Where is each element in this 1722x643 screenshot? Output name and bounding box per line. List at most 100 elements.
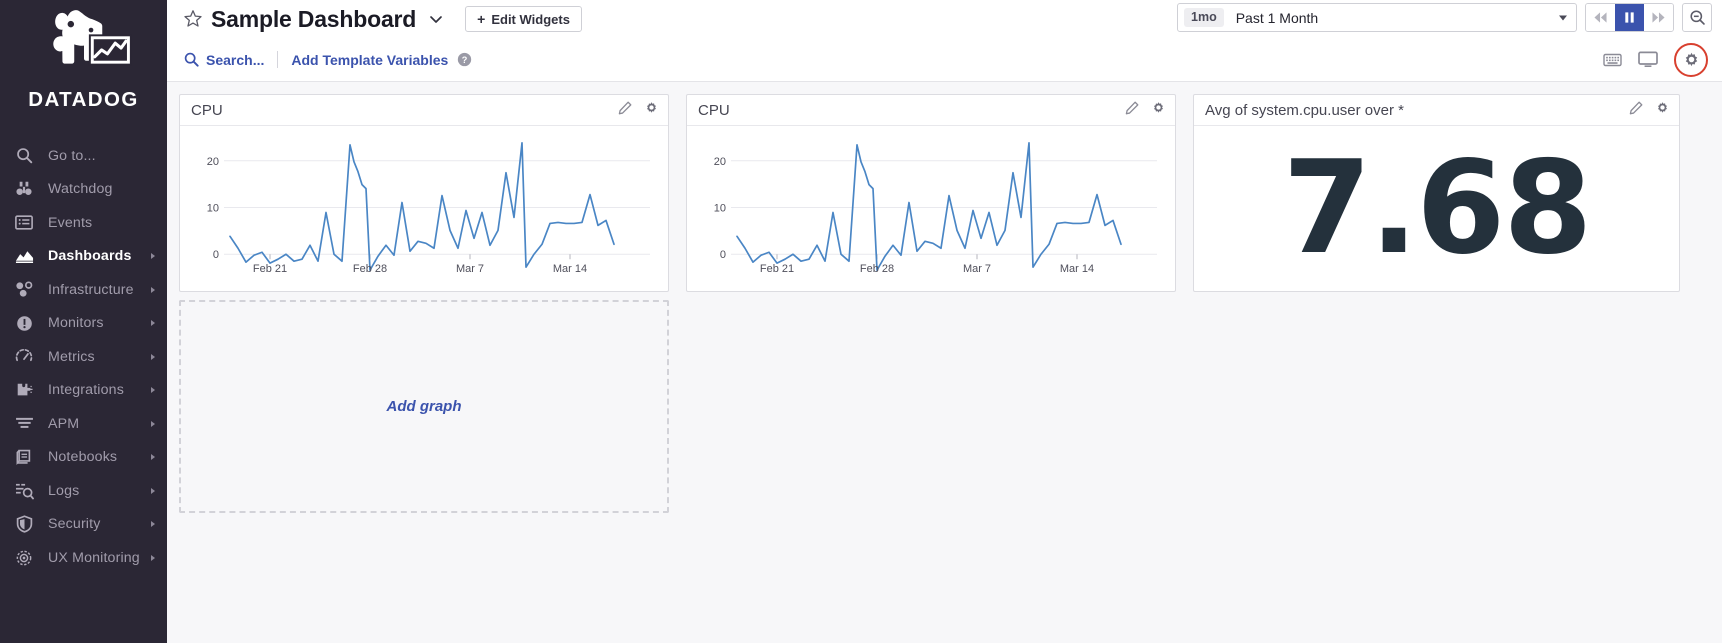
sidebar-item-monitors[interactable]: Monitors (0, 307, 167, 341)
gear-icon[interactable] (1655, 100, 1670, 120)
dashboard-tools (1603, 42, 1708, 77)
sidebar-item-label: Security (48, 516, 101, 533)
sidebar-item-watchdog[interactable]: Watchdog (0, 173, 167, 207)
widget-title: CPU (191, 101, 223, 119)
sidebar-item-metrics[interactable]: Metrics (0, 340, 167, 374)
forward-button[interactable] (1644, 4, 1673, 31)
chart-gridlines (224, 160, 650, 255)
widget-header: CPU (180, 95, 668, 126)
time-range-badge: 1mo (1184, 8, 1224, 27)
datadog-logo[interactable]: DATADOG (0, 0, 167, 128)
edit-widgets-button[interactable]: + Edit Widgets (465, 6, 582, 32)
sidebar-item-go-to[interactable]: Go to... (0, 139, 167, 173)
svg-text:10: 10 (207, 203, 219, 215)
binoculars-icon (11, 179, 37, 199)
divider (277, 51, 279, 68)
sidebar-item-logs[interactable]: Logs (0, 474, 167, 508)
chevron-right-icon (151, 387, 155, 394)
playback-controls (1585, 3, 1674, 32)
settings-button[interactable] (1674, 42, 1708, 77)
dashboard-header: Sample Dashboard + Edit Widgets 1mo Past… (167, 0, 1722, 38)
sidebar-item-label: Metrics (48, 348, 95, 365)
add-graph-placeholder[interactable]: Add graph (179, 300, 669, 513)
sidebar-item-infrastructure[interactable]: Infrastructure (0, 273, 167, 307)
sidebar-item-label: Watchdog (48, 181, 113, 198)
pencil-icon[interactable] (1629, 101, 1643, 120)
sidebar-nav: Go to... Watchdog Events (0, 139, 167, 575)
svg-text:0: 0 (720, 249, 726, 261)
zoom-out-icon (1689, 10, 1705, 25)
widget-cpu-1[interactable]: CPU (179, 94, 669, 292)
add-graph-label: Add graph (386, 398, 462, 415)
nodes-icon (11, 280, 37, 300)
widget-board: CPU (167, 82, 1722, 643)
page-title: Sample Dashboard (211, 5, 417, 32)
sidebar-item-security[interactable]: Security (0, 508, 167, 542)
svg-text:Mar 7: Mar 7 (456, 263, 484, 275)
sidebar-item-label: Infrastructure (48, 281, 134, 298)
search-icon (11, 146, 37, 166)
plus-icon: + (477, 11, 486, 27)
sidebar-item-label: Logs (48, 482, 80, 499)
logs-search-icon (11, 481, 37, 501)
time-controls: 1mo Past 1 Month (1177, 3, 1712, 32)
add-template-variables-button[interactable]: Add Template Variables (291, 51, 449, 68)
chevron-right-icon (151, 286, 155, 293)
chart-line (229, 142, 615, 271)
rewind-icon (1594, 12, 1607, 23)
widget-title: Avg of system.cpu.user over * (1205, 101, 1404, 119)
chart-line (736, 142, 1122, 271)
svg-text:Mar 14: Mar 14 (553, 263, 587, 275)
edit-widgets-label: Edit Widgets (491, 11, 570, 27)
shield-icon (11, 514, 37, 534)
help-circle-icon[interactable]: ? (457, 52, 472, 67)
widget-actions (1125, 100, 1166, 120)
cpu-timeseries-chart-2 (731, 142, 1157, 271)
sidebar-item-label: Dashboards (48, 248, 132, 265)
area-chart-icon (11, 246, 37, 266)
widget-body: 0 10 20 Feb 21 Feb 28 Mar 7 Mar 14 (687, 126, 1175, 291)
widget-actions (1629, 100, 1670, 120)
pencil-icon[interactable] (618, 101, 632, 120)
zoom-out-button[interactable] (1682, 3, 1712, 32)
sidebar-item-dashboards[interactable]: Dashboards (0, 240, 167, 274)
search-button[interactable]: Search... (184, 52, 264, 68)
datadog-dog-logo (52, 10, 132, 66)
chart-axis-labels: 0 10 20 Feb 21 Feb 28 Mar 7 Mar 14 (714, 156, 1094, 275)
star-outline-icon[interactable] (183, 9, 203, 29)
chevron-right-icon (151, 253, 155, 260)
svg-text:Mar 14: Mar 14 (1060, 263, 1094, 275)
monitor-icon[interactable] (1638, 51, 1658, 68)
widget-header: Avg of system.cpu.user over * (1194, 95, 1679, 126)
widget-query-value[interactable]: Avg of system.cpu.user over * 7.68 (1193, 94, 1680, 292)
sidebar-item-label: Monitors (48, 315, 104, 332)
gear-icon[interactable] (644, 100, 659, 120)
sidebar-item-ux-monitoring[interactable]: UX Monitoring (0, 541, 167, 575)
widget-cpu-2[interactable]: CPU (686, 94, 1176, 292)
sidebar-item-label: Notebooks (48, 449, 118, 466)
sidebar-item-integrations[interactable]: Integrations (0, 374, 167, 408)
sidebar-item-apm[interactable]: APM (0, 407, 167, 441)
pencil-icon[interactable] (1125, 101, 1139, 120)
sidebar-item-events[interactable]: Events (0, 206, 167, 240)
widget-title: CPU (698, 101, 730, 119)
time-range-value: Past 1 Month (1235, 9, 1319, 26)
chart-axis-labels: 0 10 20 Feb 21 Feb 28 Mar 7 Mar 14 (207, 156, 587, 275)
left-sidebar: DATADOG Go to... Watchdog (0, 0, 167, 643)
rewind-button[interactable] (1586, 4, 1615, 31)
gear-icon (1685, 52, 1697, 67)
gear-icon[interactable] (1151, 100, 1166, 120)
list-icon (11, 213, 37, 233)
time-range-select[interactable]: 1mo Past 1 Month (1177, 3, 1577, 32)
chevron-right-icon (151, 353, 155, 360)
widget-body: 0 10 20 Feb 21 Feb 28 Mar 7 Mar 14 (180, 126, 668, 291)
caret-down-icon (1559, 15, 1567, 20)
pause-icon (1625, 12, 1634, 23)
apm-lines-icon (11, 414, 37, 434)
sidebar-item-notebooks[interactable]: Notebooks (0, 441, 167, 475)
logo-wordmark: DATADOG (28, 88, 139, 111)
pause-button[interactable] (1615, 4, 1644, 31)
chart-gridlines (731, 160, 1157, 255)
keyboard-icon[interactable] (1603, 53, 1622, 67)
chevron-down-icon[interactable] (428, 11, 444, 27)
